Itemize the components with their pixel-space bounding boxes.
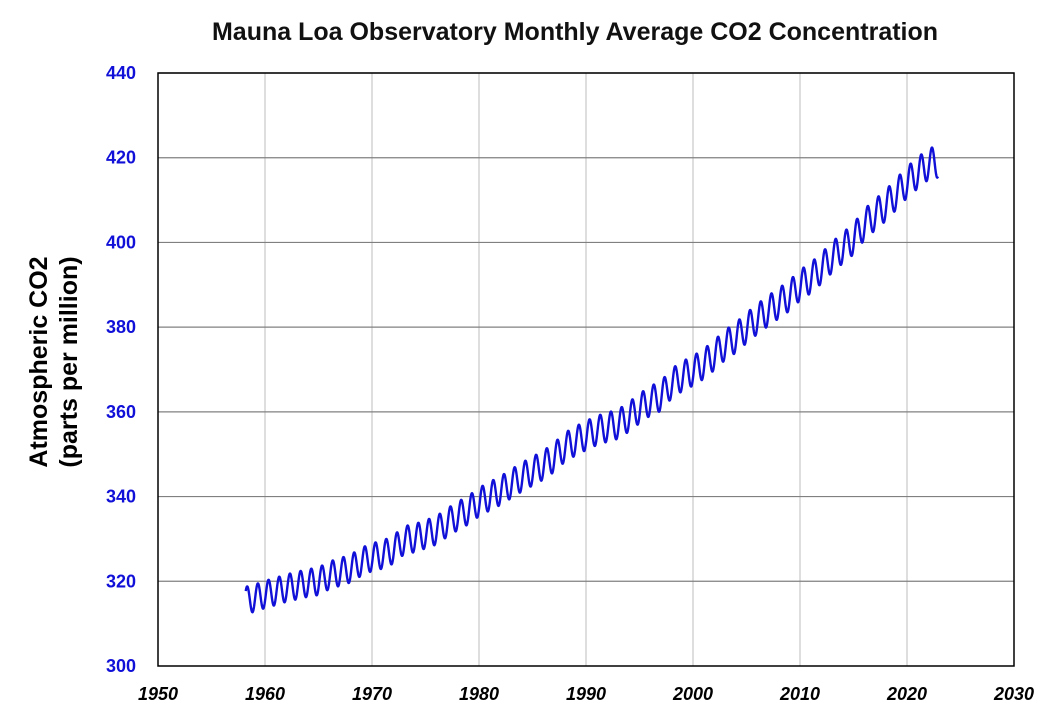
- y-tick-label-380: 380: [106, 317, 136, 337]
- plot-frame: [157, 72, 1015, 667]
- chart-title: Mauna Loa Observatory Monthly Average CO…: [212, 18, 938, 46]
- y-tick-label-300: 300: [106, 656, 136, 676]
- x-tick-label-2030: 2030: [993, 684, 1034, 704]
- y-tick-label-440: 440: [106, 63, 136, 83]
- y-tick-label-360: 360: [106, 402, 136, 422]
- y-axis-label-line2: (parts per million): [55, 256, 83, 467]
- y-tick-label-420: 420: [106, 148, 136, 168]
- x-tick-label-1980: 1980: [459, 684, 499, 704]
- co2-series-line: [244, 146, 940, 614]
- x-tick-label-1960: 1960: [245, 684, 285, 704]
- y-tick-label-320: 320: [106, 571, 136, 591]
- plot-border: [157, 72, 1015, 667]
- x-tick-labels: 1950 1960 1970 1980 1990 2000 2010 2020 2030: [138, 684, 1034, 704]
- y-axis-label-line1: Atmospheric CO2: [25, 256, 53, 467]
- y-axis-label: Atmospheric CO2 (parts per million): [25, 256, 83, 467]
- x-tick-label-2020: 2020: [886, 684, 927, 704]
- x-tick-label-2010: 2010: [779, 684, 820, 704]
- y-tick-labels: 300 320 340 360 380 400 420 440: [106, 63, 136, 676]
- x-tick-label-1990: 1990: [566, 684, 606, 704]
- x-tick-label-1970: 1970: [352, 684, 392, 704]
- vertical-gridlines: [264, 73, 908, 666]
- series-layer: [244, 146, 940, 614]
- x-tick-label-2000: 2000: [672, 684, 713, 704]
- y-tick-label-400: 400: [106, 232, 136, 252]
- y-tick-label-340: 340: [106, 487, 136, 507]
- x-tick-label-1950: 1950: [138, 684, 178, 704]
